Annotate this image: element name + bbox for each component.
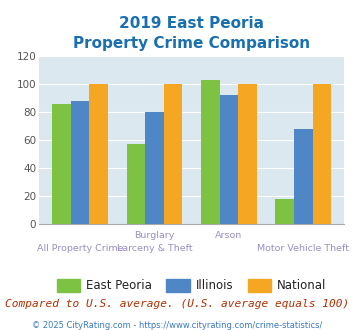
Legend: East Peoria, Illinois, National: East Peoria, Illinois, National bbox=[52, 274, 331, 297]
Bar bbox=[313, 84, 331, 224]
Title: 2019 East Peoria
Property Crime Comparison: 2019 East Peoria Property Crime Comparis… bbox=[73, 16, 310, 51]
Bar bbox=[52, 104, 71, 224]
Text: © 2025 CityRating.com - https://www.cityrating.com/crime-statistics/: © 2025 CityRating.com - https://www.city… bbox=[32, 321, 323, 330]
Text: Arson: Arson bbox=[215, 231, 242, 240]
Bar bbox=[126, 145, 145, 224]
Bar bbox=[275, 199, 294, 224]
Text: Larceny & Theft: Larceny & Theft bbox=[117, 244, 192, 253]
Text: Motor Vehicle Theft: Motor Vehicle Theft bbox=[257, 244, 349, 253]
Text: All Property Crime: All Property Crime bbox=[37, 244, 123, 253]
Text: Compared to U.S. average. (U.S. average equals 100): Compared to U.S. average. (U.S. average … bbox=[5, 299, 350, 309]
Bar bbox=[89, 84, 108, 224]
Bar bbox=[145, 112, 164, 224]
Bar bbox=[71, 101, 89, 224]
Bar bbox=[238, 84, 257, 224]
Bar bbox=[220, 95, 238, 224]
Bar bbox=[164, 84, 182, 224]
Text: Burglary: Burglary bbox=[134, 231, 175, 240]
Bar bbox=[294, 129, 313, 224]
Bar bbox=[201, 80, 220, 224]
